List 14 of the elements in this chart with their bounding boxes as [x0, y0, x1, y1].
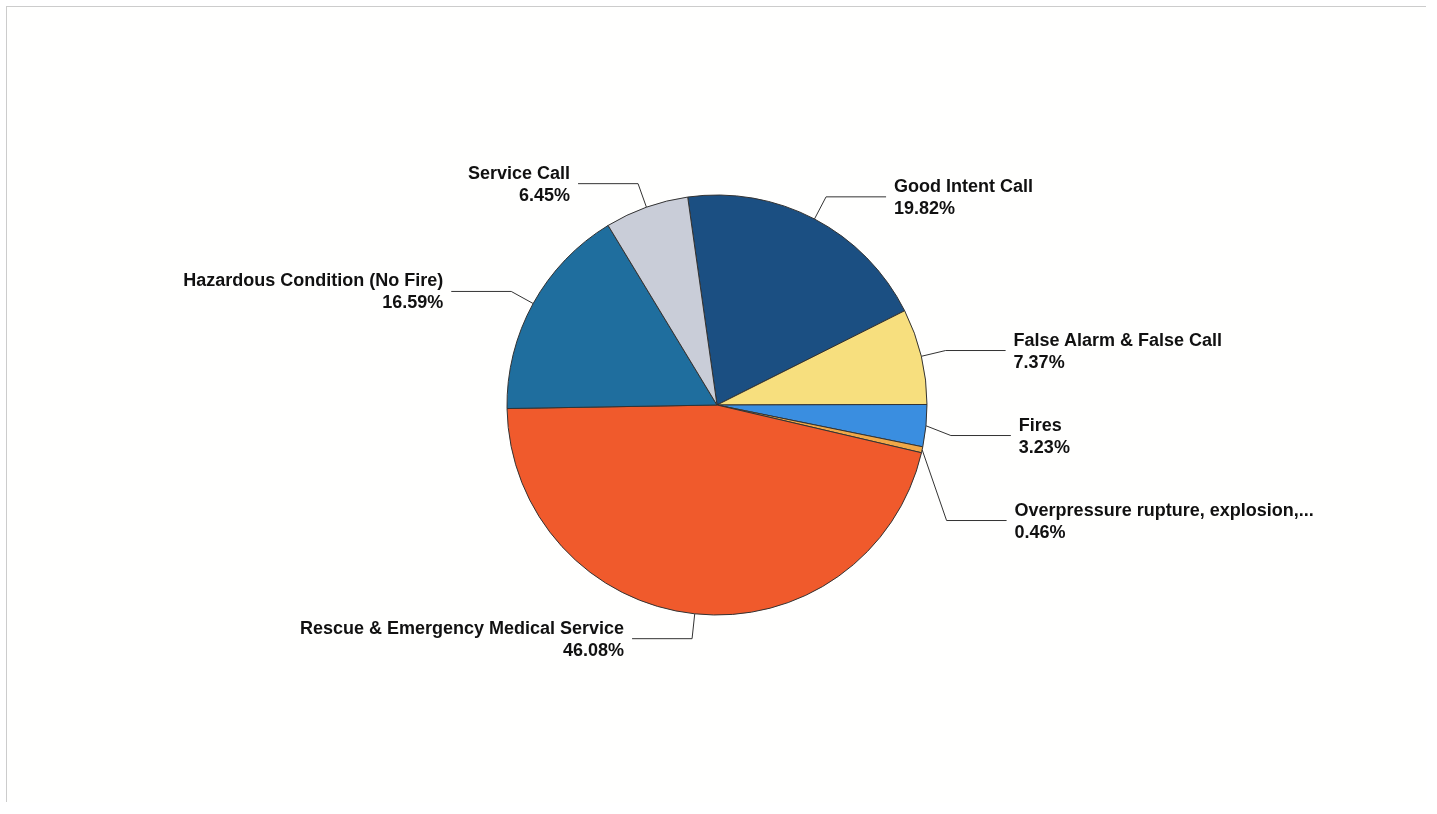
data-label: 3.23%: [1018, 436, 1070, 457]
data-label: 19.82%: [894, 197, 956, 218]
slice-label: Hazardous Condition (No Fire): [183, 270, 444, 291]
data-label: 7.37%: [1013, 351, 1065, 372]
data-label: 0.46%: [1014, 521, 1066, 542]
slice-label: Fires: [1018, 414, 1062, 435]
data-label: 46.08%: [563, 639, 625, 660]
slice-label: Rescue & Emergency Medical Service: [299, 617, 625, 638]
slice-label: Service Call: [467, 162, 571, 183]
slice-label: False Alarm & False Call: [1013, 329, 1223, 350]
legend-label: Overpressure rupture, explosion,...: [1014, 499, 1314, 520]
slice-label: Good Intent Call: [894, 175, 1034, 196]
data-label: 16.59%: [382, 292, 444, 313]
data-label: 6.45%: [519, 184, 571, 205]
